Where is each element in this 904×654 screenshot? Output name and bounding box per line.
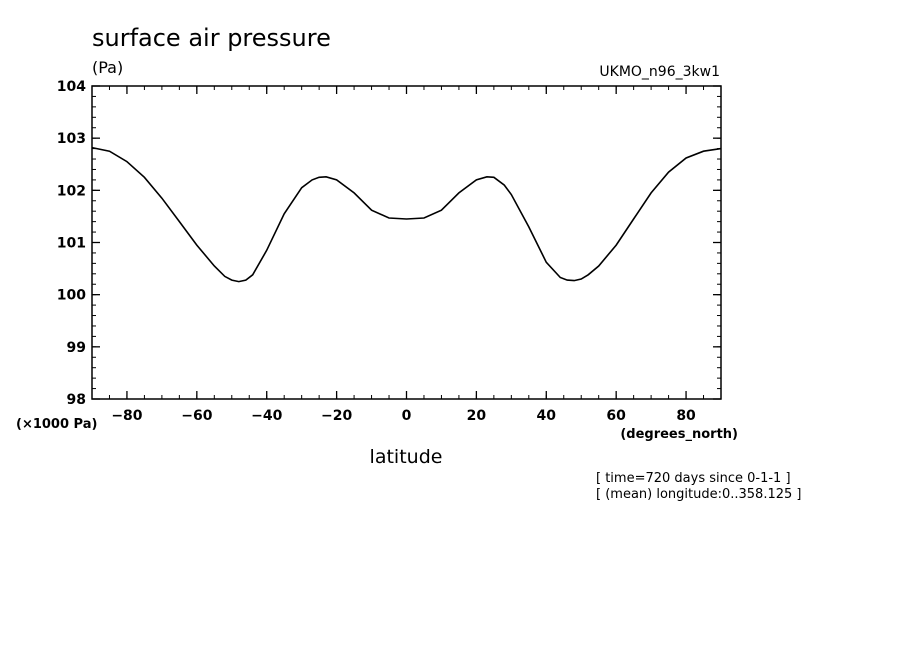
x-tick-label: −80 (111, 408, 142, 424)
minor-ticks (91, 85, 722, 400)
x-units: (degrees_north) (620, 427, 738, 442)
y-tick-label: 103 (57, 131, 86, 147)
x-axis: −80 −60 −40 −20 0 20 40 60 80 (111, 86, 696, 424)
time-note: [ time=720 days since 0-1-1 ] (596, 471, 791, 486)
x-tick-label: 60 (606, 408, 626, 424)
series-line (91, 146, 722, 283)
y-tick-label: 102 (57, 183, 86, 199)
longitude-note: [ (mean) longitude:0..358.125 ] (596, 487, 801, 502)
y-tick-label: 104 (57, 79, 86, 95)
chart-title: surface air pressure (92, 24, 331, 52)
y-tick-label: 101 (57, 236, 86, 252)
y-axis: 98 99 100 101 102 103 104 (57, 79, 721, 408)
x-tick-label: −20 (321, 408, 352, 424)
y-scale-label: (×1000 Pa) (16, 417, 97, 432)
x-tick-label: 80 (676, 408, 696, 424)
y-units: (Pa) (92, 58, 123, 77)
y-tick-label: 98 (67, 392, 86, 408)
y-tick-label: 100 (57, 288, 86, 304)
x-tick-label: 20 (467, 408, 487, 424)
plot-frame (91, 85, 722, 400)
source-label: UKMO_n96_3kw1 (599, 64, 720, 80)
x-tick-label: 40 (537, 408, 557, 424)
x-tick-label: −60 (181, 408, 212, 424)
y-tick-label: 99 (67, 340, 86, 356)
x-tick-label: 0 (402, 408, 412, 424)
x-axis-label: latitude (370, 446, 443, 468)
x-tick-label: −40 (251, 408, 282, 424)
